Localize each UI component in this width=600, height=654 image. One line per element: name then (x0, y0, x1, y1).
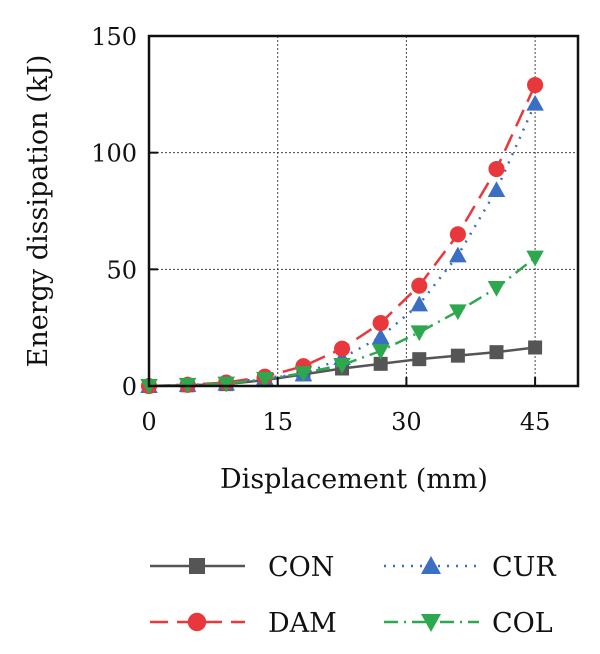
legend-marker-col (421, 614, 441, 632)
data-point-col (449, 304, 467, 321)
legend-label-cur: CUR (492, 552, 556, 583)
data-point-cur (487, 181, 506, 197)
y-tick-label: 0 (122, 373, 137, 401)
data-point-col (333, 358, 351, 374)
y-tick-label: 150 (91, 23, 137, 51)
data-point-col (294, 366, 313, 382)
y-tick-label: 50 (106, 256, 137, 284)
grid-lines (149, 36, 578, 386)
x-tick-label: 30 (391, 408, 422, 436)
data-point-col (487, 281, 506, 297)
data-point-dam (449, 226, 466, 243)
axis-layer: 0 15 30 45 0 50 100 150 (91, 23, 550, 436)
series-dam (140, 76, 544, 395)
legend-item-cur: CUR (384, 552, 556, 583)
data-point-dam (527, 76, 544, 94)
series-line-col (148, 256, 536, 388)
legend-marker-dam (187, 612, 207, 632)
data-point-col (526, 250, 544, 267)
data-point-dam (411, 277, 428, 294)
y-tick-label: 100 (91, 140, 137, 168)
data-point-con (373, 356, 388, 371)
x-tick-label: 45 (520, 408, 551, 436)
legend-marker-cur (421, 556, 441, 574)
plot-frame (147, 34, 580, 388)
data-point-cur (371, 328, 390, 344)
data-point-con (528, 340, 543, 355)
data-point-col (256, 372, 274, 388)
legend-label-con: CON (268, 552, 334, 583)
y-axis-label: Energy dissipation (kJ) (23, 55, 54, 368)
x-tick-label: 15 (262, 408, 293, 436)
data-point-dam (372, 314, 389, 332)
legend-item-dam: DAM (150, 608, 337, 639)
data-point-col (217, 376, 235, 393)
legend-label-dam: DAM (268, 608, 337, 639)
legend-item-con: CON (150, 552, 334, 583)
data-point-cur (410, 295, 429, 312)
data-point-col (371, 344, 390, 360)
legend: CON CUR DAM COL (150, 552, 556, 639)
legend-item-col: COL (384, 608, 553, 639)
data-point-dam (488, 160, 505, 178)
series-col (140, 250, 544, 395)
data-point-con (489, 345, 504, 360)
data-point-cur (526, 94, 544, 111)
data-point-con (450, 348, 465, 363)
data-point-col (410, 325, 429, 342)
data-point-dam (334, 340, 351, 357)
legend-label-col: COL (492, 608, 553, 639)
x-tick-label: 0 (141, 408, 156, 436)
data-point-con (412, 352, 427, 367)
series-layer (140, 76, 544, 395)
legend-marker-con (189, 558, 205, 574)
x-axis-label: Displacement (mm) (220, 464, 488, 495)
data-point-cur (449, 246, 467, 263)
